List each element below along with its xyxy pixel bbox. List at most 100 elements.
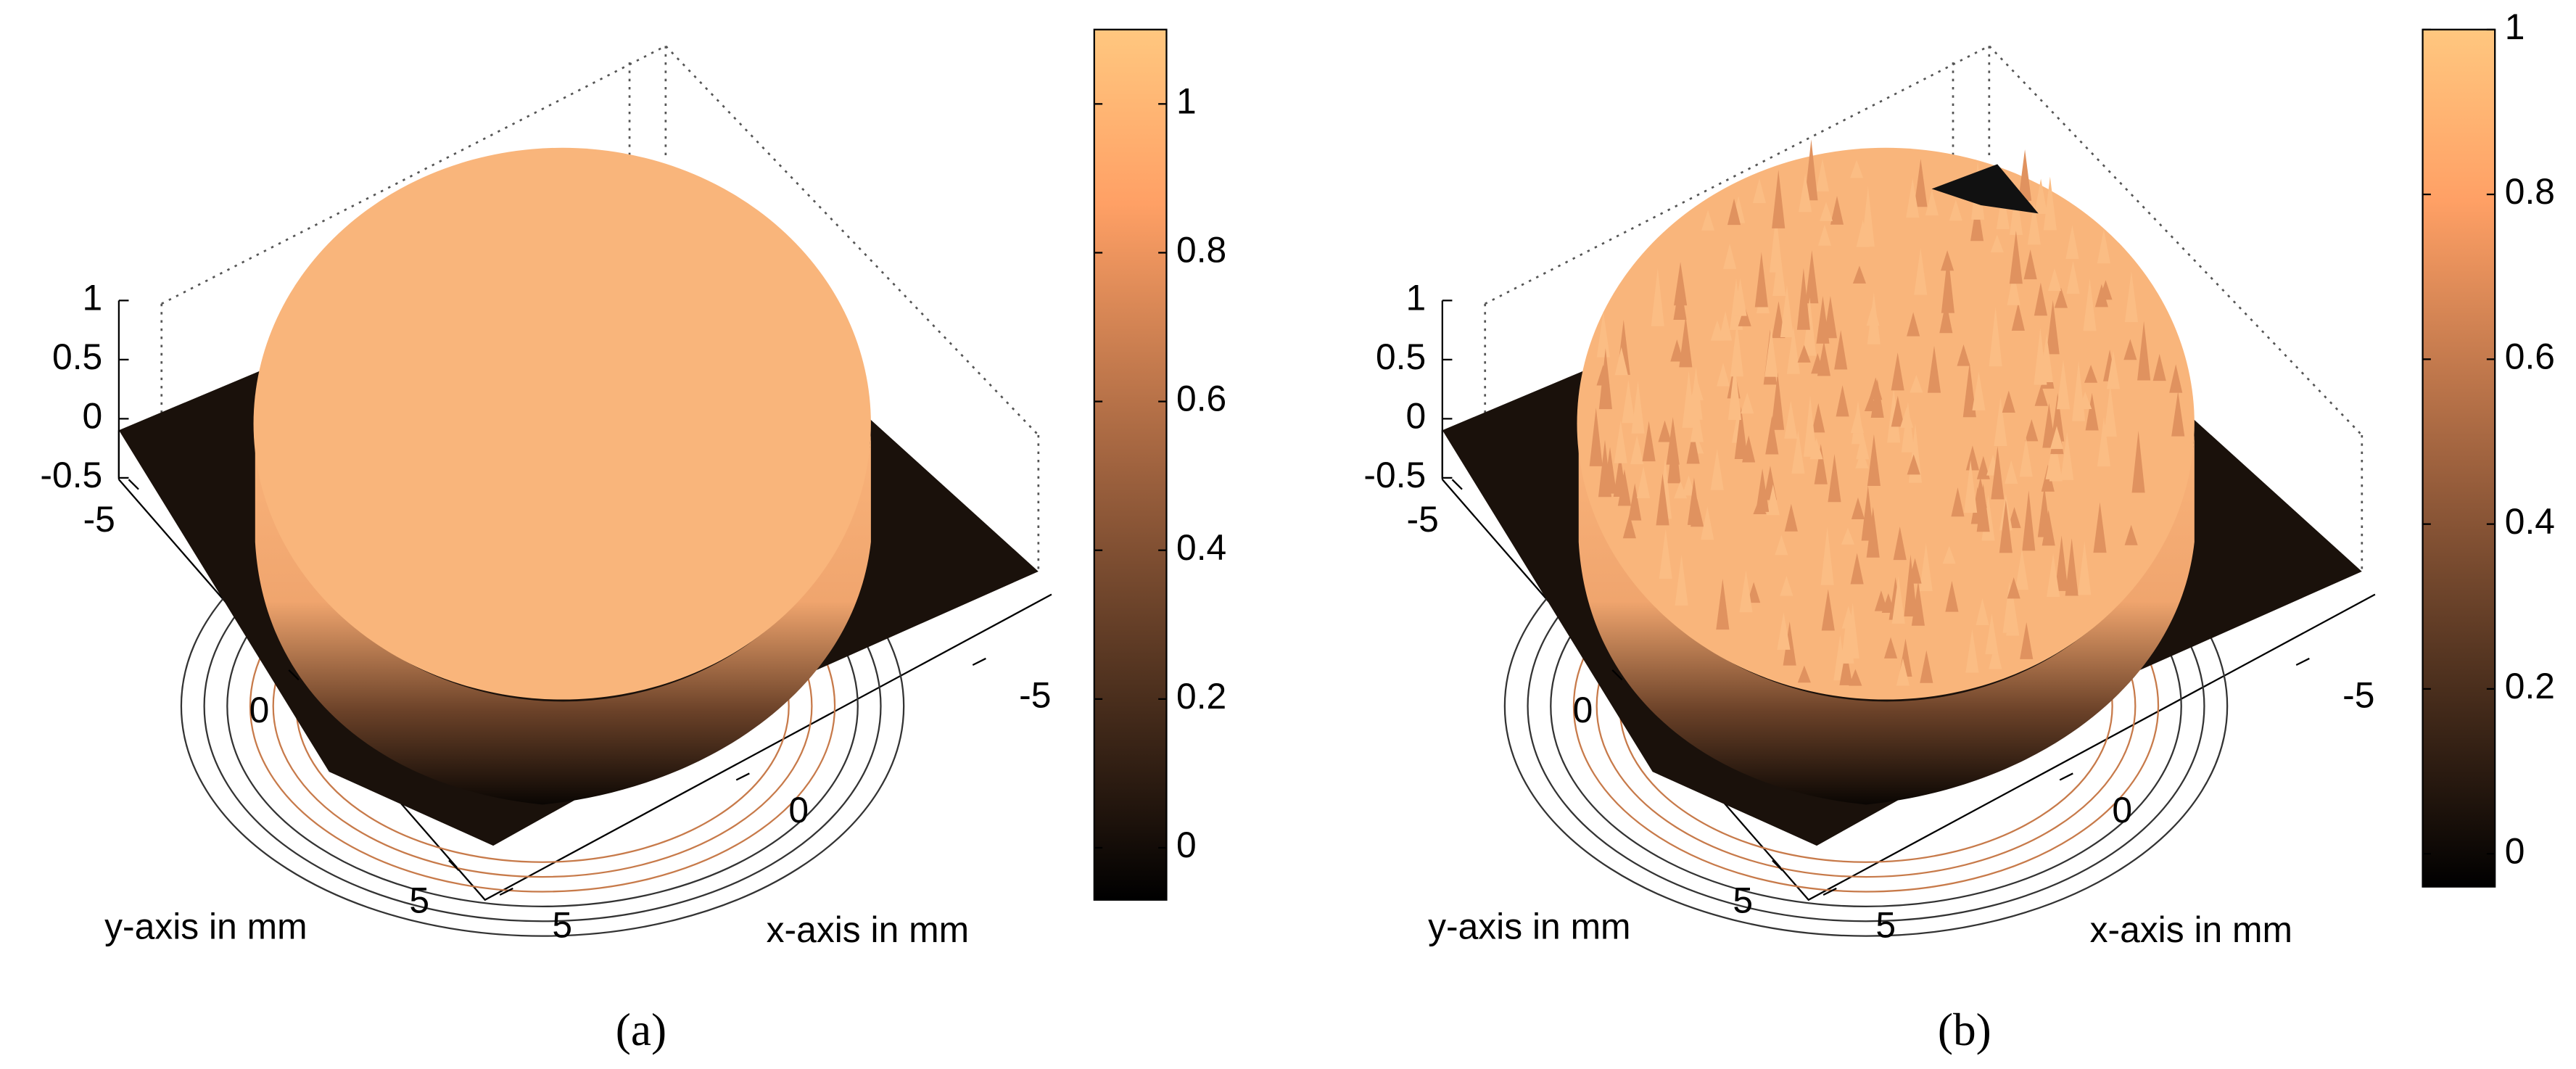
x-tick xyxy=(735,772,750,781)
spike xyxy=(1881,593,1895,613)
spike xyxy=(1891,576,1905,624)
spike xyxy=(1730,323,1744,377)
spike xyxy=(1734,406,1748,459)
spike xyxy=(1957,344,1970,366)
spike xyxy=(1820,527,1834,585)
x-tick-label: 0 xyxy=(2112,790,2132,830)
z-tick-label: 0.5 xyxy=(1376,337,1426,377)
spike xyxy=(1817,224,1832,246)
x-tick-label: 5 xyxy=(1875,904,1896,945)
spike xyxy=(2020,622,2034,659)
spike xyxy=(1828,454,1841,503)
spike xyxy=(1965,445,1979,471)
y-tick xyxy=(448,859,460,871)
spike xyxy=(1717,363,1730,387)
x-tick-label: 5 xyxy=(552,904,572,945)
spike xyxy=(1816,296,1830,344)
spike xyxy=(1867,434,1881,486)
spike xyxy=(2023,249,2037,280)
spike xyxy=(2015,548,2029,590)
spike xyxy=(1949,199,1962,221)
spike xyxy=(1719,310,1733,341)
spike xyxy=(1925,189,1939,216)
cylinder-top xyxy=(253,147,871,700)
spike xyxy=(1674,262,1688,306)
y-tick-label: -5 xyxy=(1407,499,1439,540)
spike xyxy=(2009,231,2023,284)
z-tick-label: 0 xyxy=(83,396,103,437)
spike xyxy=(1628,483,1642,521)
spike xyxy=(1689,366,1703,420)
spike xyxy=(1799,173,1812,212)
cylinder-wall xyxy=(255,435,871,805)
spike xyxy=(1891,352,1904,391)
colorbar-tick-label: 0.2 xyxy=(2505,666,2555,706)
spike xyxy=(2084,364,2098,383)
spike xyxy=(2037,485,2051,537)
spike xyxy=(1656,474,1669,526)
y-tick xyxy=(1611,669,1623,681)
spike xyxy=(1996,188,2010,229)
spike xyxy=(2047,553,2060,598)
spike xyxy=(1907,312,1920,337)
caption: (a) xyxy=(616,1004,666,1055)
spike xyxy=(1852,265,1866,284)
spike xyxy=(1821,589,1835,631)
spike xyxy=(1784,400,1798,439)
spike xyxy=(2007,577,2020,599)
spike xyxy=(1976,455,1990,479)
spike xyxy=(1907,454,1920,475)
spike xyxy=(1805,250,1819,304)
spike xyxy=(1739,570,1753,613)
spike xyxy=(2051,392,2065,442)
spike xyxy=(1970,199,1984,242)
spike xyxy=(1775,534,1788,556)
spike xyxy=(1679,315,1693,368)
spike xyxy=(2078,541,2092,595)
spike xyxy=(2027,202,2041,245)
spike xyxy=(1985,614,1999,655)
spike xyxy=(1747,582,1761,603)
spike xyxy=(2043,176,2057,231)
spike xyxy=(1972,371,1986,410)
spike xyxy=(1690,404,1704,442)
spike xyxy=(1900,407,1914,428)
y-tick-label: 5 xyxy=(1733,880,1753,920)
colorbar-tick-label: 0.8 xyxy=(2505,171,2555,212)
colorbar-tick-label: 0.4 xyxy=(2505,501,2555,542)
spike xyxy=(2124,524,2138,545)
spike xyxy=(1727,198,1741,226)
spike xyxy=(2009,186,2023,235)
spike xyxy=(1796,268,1810,330)
colorbar-tick-label: 1 xyxy=(1176,81,1197,121)
spike xyxy=(1701,210,1715,231)
z-tick-label: -0.5 xyxy=(1363,455,1426,495)
spike xyxy=(1850,408,1865,434)
colorbar-tick-label: 0 xyxy=(2505,830,2525,871)
spike xyxy=(2137,321,2151,381)
spike xyxy=(1861,186,1875,247)
spike xyxy=(2034,384,2048,406)
spike xyxy=(1910,374,1923,393)
spike xyxy=(1716,579,1730,630)
spike xyxy=(1754,252,1768,308)
spike xyxy=(2002,390,2015,413)
spike xyxy=(2034,178,2048,214)
spike xyxy=(1867,292,1881,344)
spike xyxy=(1651,268,1664,326)
spike xyxy=(1771,372,1785,430)
spike xyxy=(2055,535,2068,591)
spike xyxy=(2046,300,2060,355)
spike xyxy=(1659,529,1672,579)
spike xyxy=(1914,158,1928,207)
spike xyxy=(1674,481,1688,499)
spike xyxy=(2007,271,2020,305)
spike xyxy=(1658,420,1672,442)
spike xyxy=(2097,229,2110,264)
spike xyxy=(1850,553,1864,585)
y-tick xyxy=(1772,859,1783,871)
y-tick-label: 0 xyxy=(249,690,270,730)
y-tick-label: 5 xyxy=(409,880,429,920)
spike xyxy=(2060,432,2074,480)
spike xyxy=(2106,350,2121,389)
